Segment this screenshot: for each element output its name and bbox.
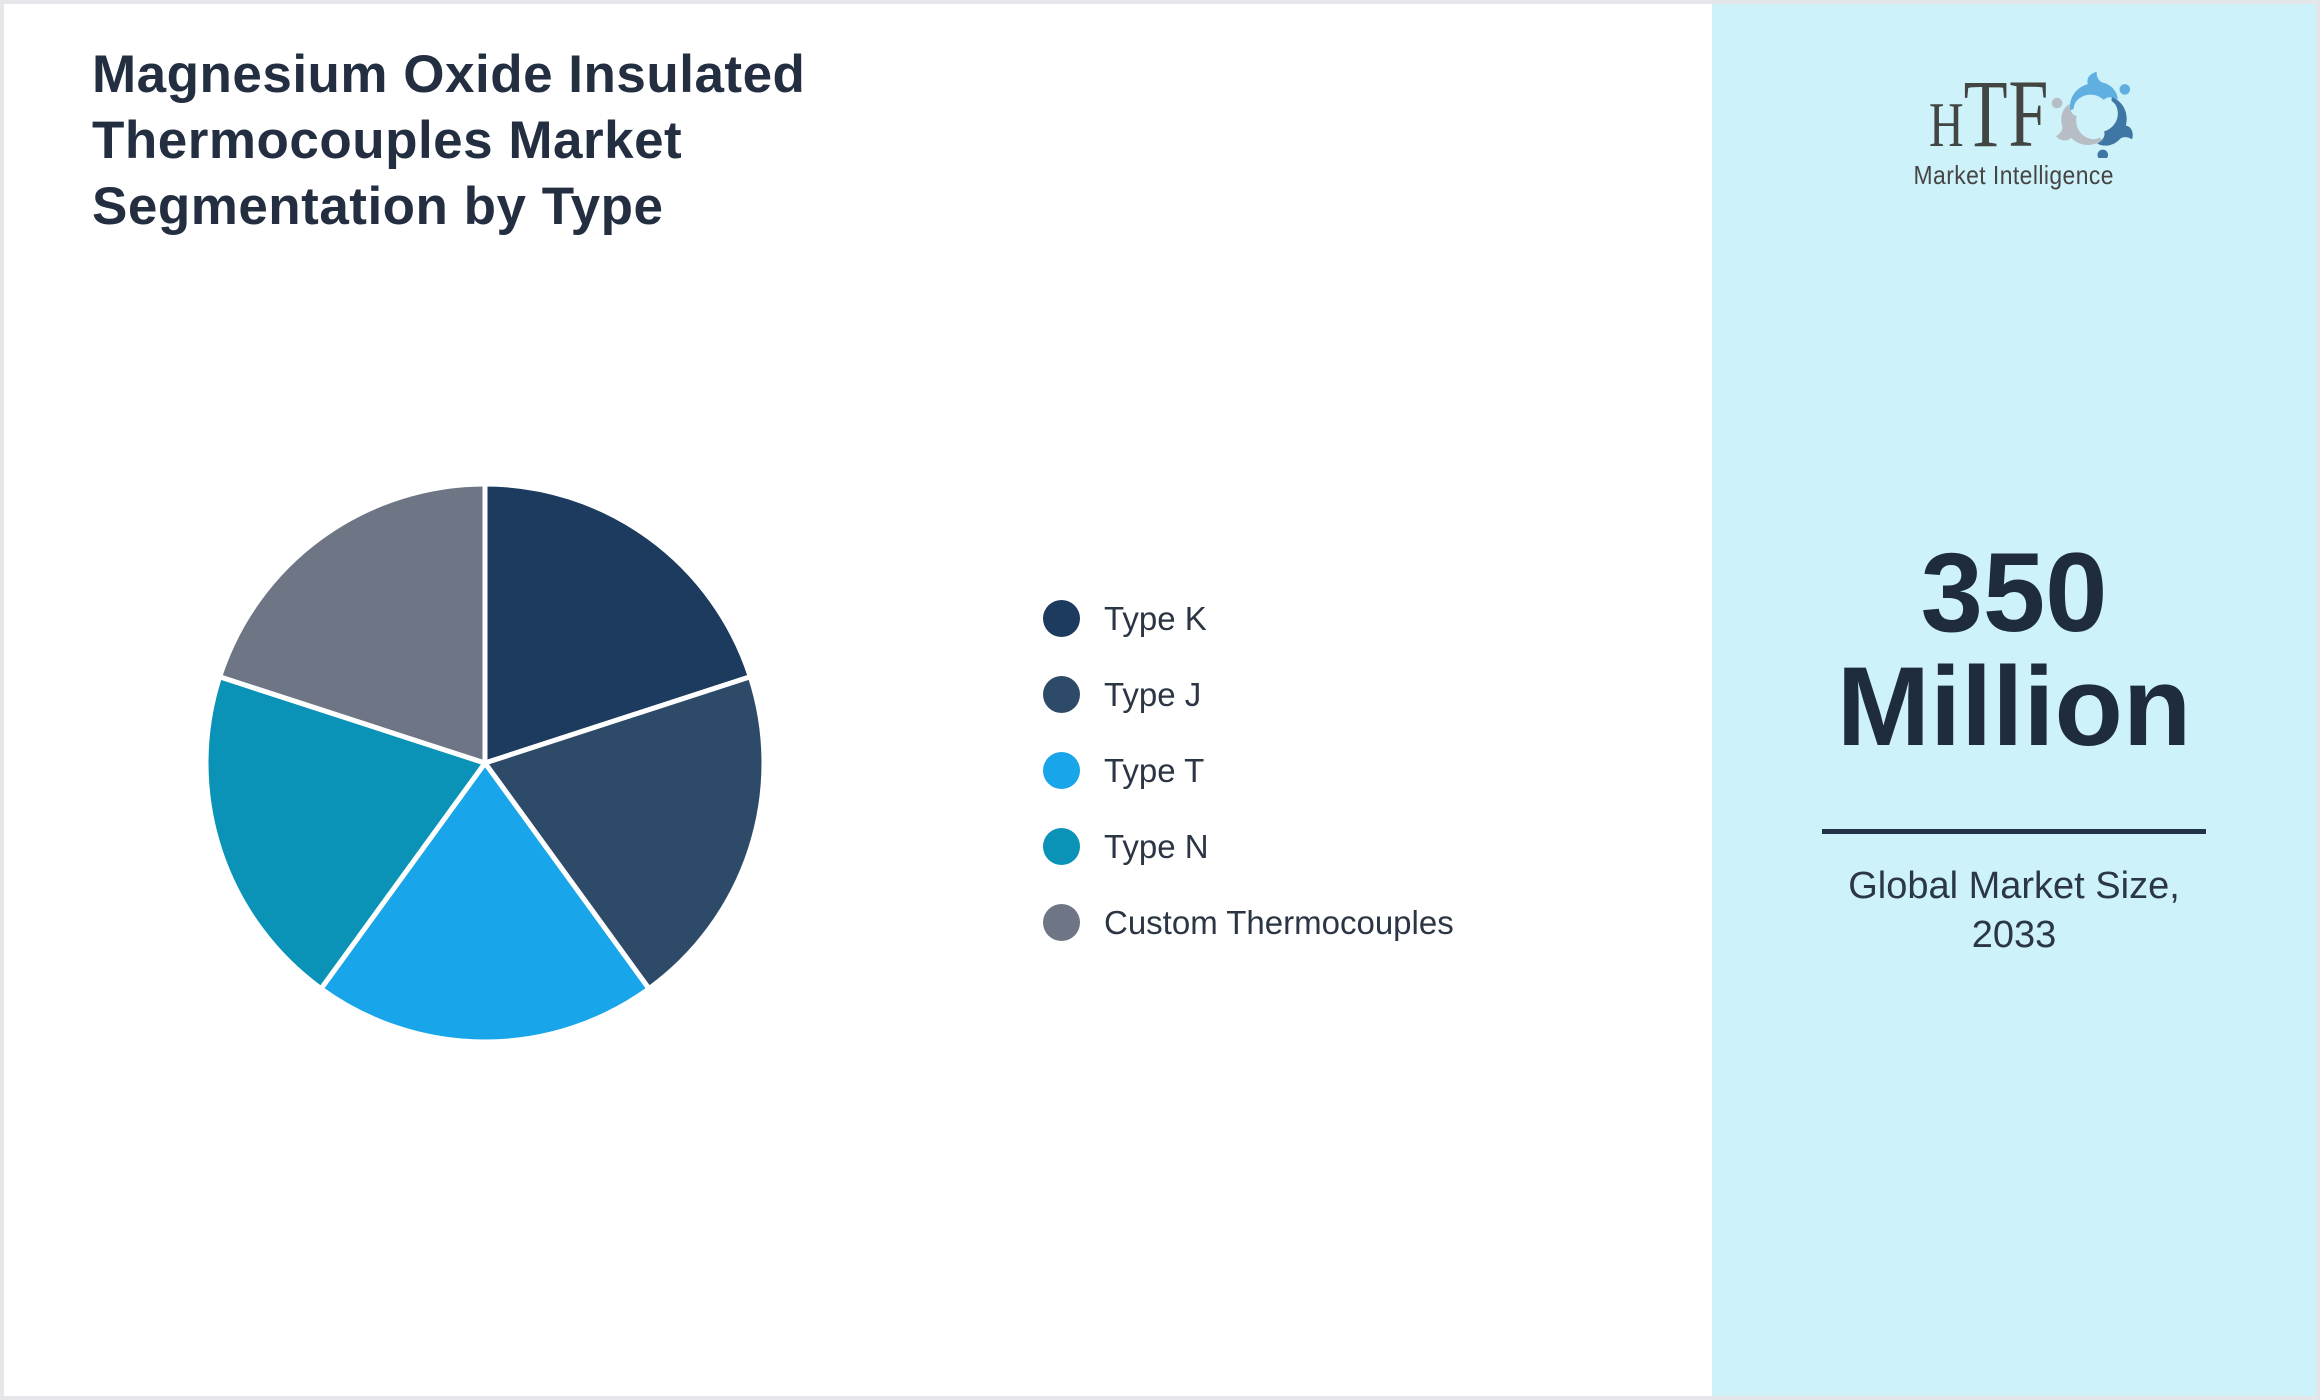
market-size-label-line-1: Global Market Size, <box>1848 865 2180 907</box>
htf-logo: HTF Market Intelligence <box>1889 66 2139 191</box>
pie-chart-svg <box>203 481 767 1045</box>
legend-item: Type T <box>1043 752 1454 789</box>
chart-legend: Type K Type J Type T Type N Custom Therm… <box>1043 600 1454 941</box>
main-panel: Magnesium Oxide Insulated Thermocouples … <box>4 4 1716 1396</box>
page-title-line-3: Segmentation by Type <box>92 177 664 236</box>
pie-slice-custom-thermocouples <box>217 481 488 766</box>
htf-logo-letter-h: H <box>1928 89 1964 160</box>
legend-label: Custom Thermocouples <box>1104 904 1454 941</box>
legend-swatch-icon <box>1043 600 1080 637</box>
page-title-line-1: Magnesium Oxide Insulated <box>92 45 806 104</box>
legend-item: Type K <box>1043 600 1454 637</box>
page-title-line-2: Thermocouples Market <box>92 111 683 170</box>
htf-logo-text: HTF <box>1929 66 2049 162</box>
legend-swatch-icon <box>1043 904 1080 941</box>
htf-logo-letters-tf: TF <box>1963 60 2050 167</box>
dolphin-swirl-icon <box>2052 71 2133 158</box>
market-size-value-line-1: 350 <box>1920 530 2108 655</box>
pie-slice-type-n <box>203 674 488 992</box>
legend-label: Type N <box>1104 828 1209 865</box>
legend-swatch-icon <box>1043 676 1080 713</box>
legend-label: Type K <box>1104 600 1207 637</box>
pie-slice-type-j <box>482 674 767 992</box>
legend-item: Type N <box>1043 828 1454 865</box>
market-size-label-line-2: 2033 <box>1971 914 2057 956</box>
sidebar: HTF Market Intelligence <box>1712 4 2316 1396</box>
htf-logo-subtext: Market Intelligence <box>1913 160 2115 190</box>
market-size-value-line-2: Million <box>1836 644 2192 770</box>
pie-chart <box>185 463 785 1063</box>
pie-slice-type-k <box>482 481 753 766</box>
legend-item: Custom Thermocouples <box>1043 904 1454 941</box>
legend-item: Type J <box>1043 676 1454 713</box>
legend-label: Type J <box>1104 676 1202 713</box>
legend-swatch-icon <box>1043 828 1080 865</box>
page-title: Magnesium Oxide Insulated Thermocouples … <box>92 42 805 240</box>
legend-label: Type T <box>1104 752 1205 789</box>
market-size-label: Global Market Size, 2033 <box>1712 862 2316 960</box>
pie-slice-type-t <box>318 760 652 1045</box>
htf-logo-row: HTF <box>1889 66 2139 162</box>
legend-swatch-icon <box>1043 752 1080 789</box>
divider <box>1822 829 2206 834</box>
market-size-value: 350 Million <box>1712 530 2316 770</box>
